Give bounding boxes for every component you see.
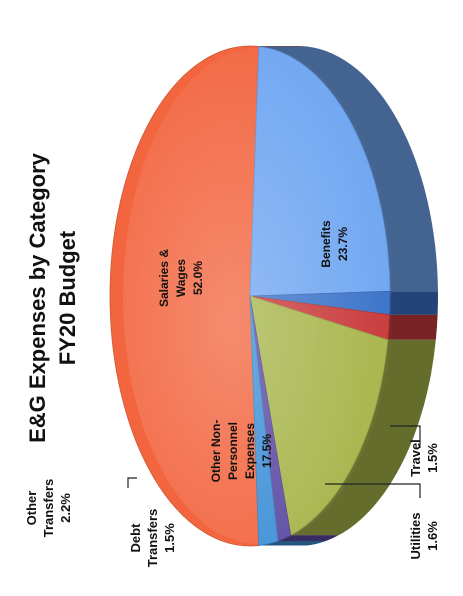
chart-subtitle: FY20 Budget <box>55 230 80 365</box>
pie-depth <box>250 46 438 546</box>
label-salaries-line2: Wages <box>174 259 188 298</box>
label-debt-value: 1.5% <box>162 523 177 553</box>
label-other-nonpersonnel: Other Non- Personnel Expenses 17.5% <box>209 420 274 483</box>
label-salaries-line1: Salaries & <box>157 249 171 307</box>
leader-travel <box>390 425 421 448</box>
label-salaries-value: 52.0% <box>191 261 205 295</box>
chart-title: E&G Expenses by Category <box>25 152 50 443</box>
label-travel-name: Travel <box>408 439 423 477</box>
label-utilities-value: 1.6% <box>425 521 440 551</box>
label-debt-line1: Debt <box>128 523 143 553</box>
pie-side-4 <box>290 339 436 536</box>
label-benefits-line1: Benefits <box>319 220 333 268</box>
label-ot-value: 2.2% <box>58 493 73 523</box>
label-onp-line2: Personnel <box>226 422 240 480</box>
pie-side-1 <box>258 46 438 292</box>
label-onp-line3: Expenses <box>243 423 257 479</box>
label-travel: Travel 1.5% <box>390 425 440 477</box>
label-debt-transfers: Debt Transfers 1.5% <box>128 509 177 568</box>
label-utilities-name: Utilities <box>408 513 423 560</box>
label-utilities: Utilities 1.6% <box>325 483 440 560</box>
label-onp-value: 17.5% <box>260 434 274 468</box>
pie-side-2 <box>389 291 438 315</box>
leader-utilities <box>325 483 421 498</box>
leader-other-transfers <box>127 477 137 488</box>
label-benefits: Benefits 23.7% <box>319 220 350 268</box>
label-other-transfers: Other Transfers 2.2% <box>24 477 137 538</box>
label-benefits-value: 23.7% <box>336 227 350 261</box>
label-debt-line2: Transfers <box>145 509 160 568</box>
label-ot-line1: Other <box>24 491 39 526</box>
label-onp-line1: Other Non- <box>209 420 223 483</box>
label-travel-value: 1.5% <box>425 443 440 473</box>
label-ot-line2: Transfers <box>41 479 56 538</box>
pie-side-3 <box>387 314 438 340</box>
label-salaries: Salaries & Wages 52.0% <box>157 249 205 307</box>
